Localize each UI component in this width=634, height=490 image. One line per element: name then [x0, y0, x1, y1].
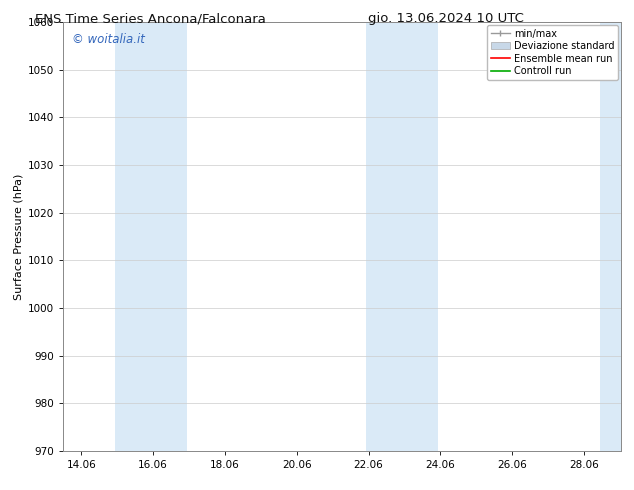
- Bar: [366, 22, 438, 451]
- Y-axis label: Surface Pressure (hPa): Surface Pressure (hPa): [14, 173, 24, 299]
- Bar: [600, 22, 623, 451]
- Text: gio. 13.06.2024 10 UTC: gio. 13.06.2024 10 UTC: [368, 12, 524, 25]
- Title: ENS Time Series Ancona/Falconara      gio. 13.06.2024 10 UTC: ENS Time Series Ancona/Falconara gio. 13…: [0, 489, 1, 490]
- Text: © woitalia.it: © woitalia.it: [72, 33, 145, 46]
- Legend: min/max, Deviazione standard, Ensemble mean run, Controll run: min/max, Deviazione standard, Ensemble m…: [487, 25, 618, 80]
- Text: ENS Time Series Ancona/Falconara: ENS Time Series Ancona/Falconara: [36, 12, 266, 25]
- Bar: [115, 22, 187, 451]
